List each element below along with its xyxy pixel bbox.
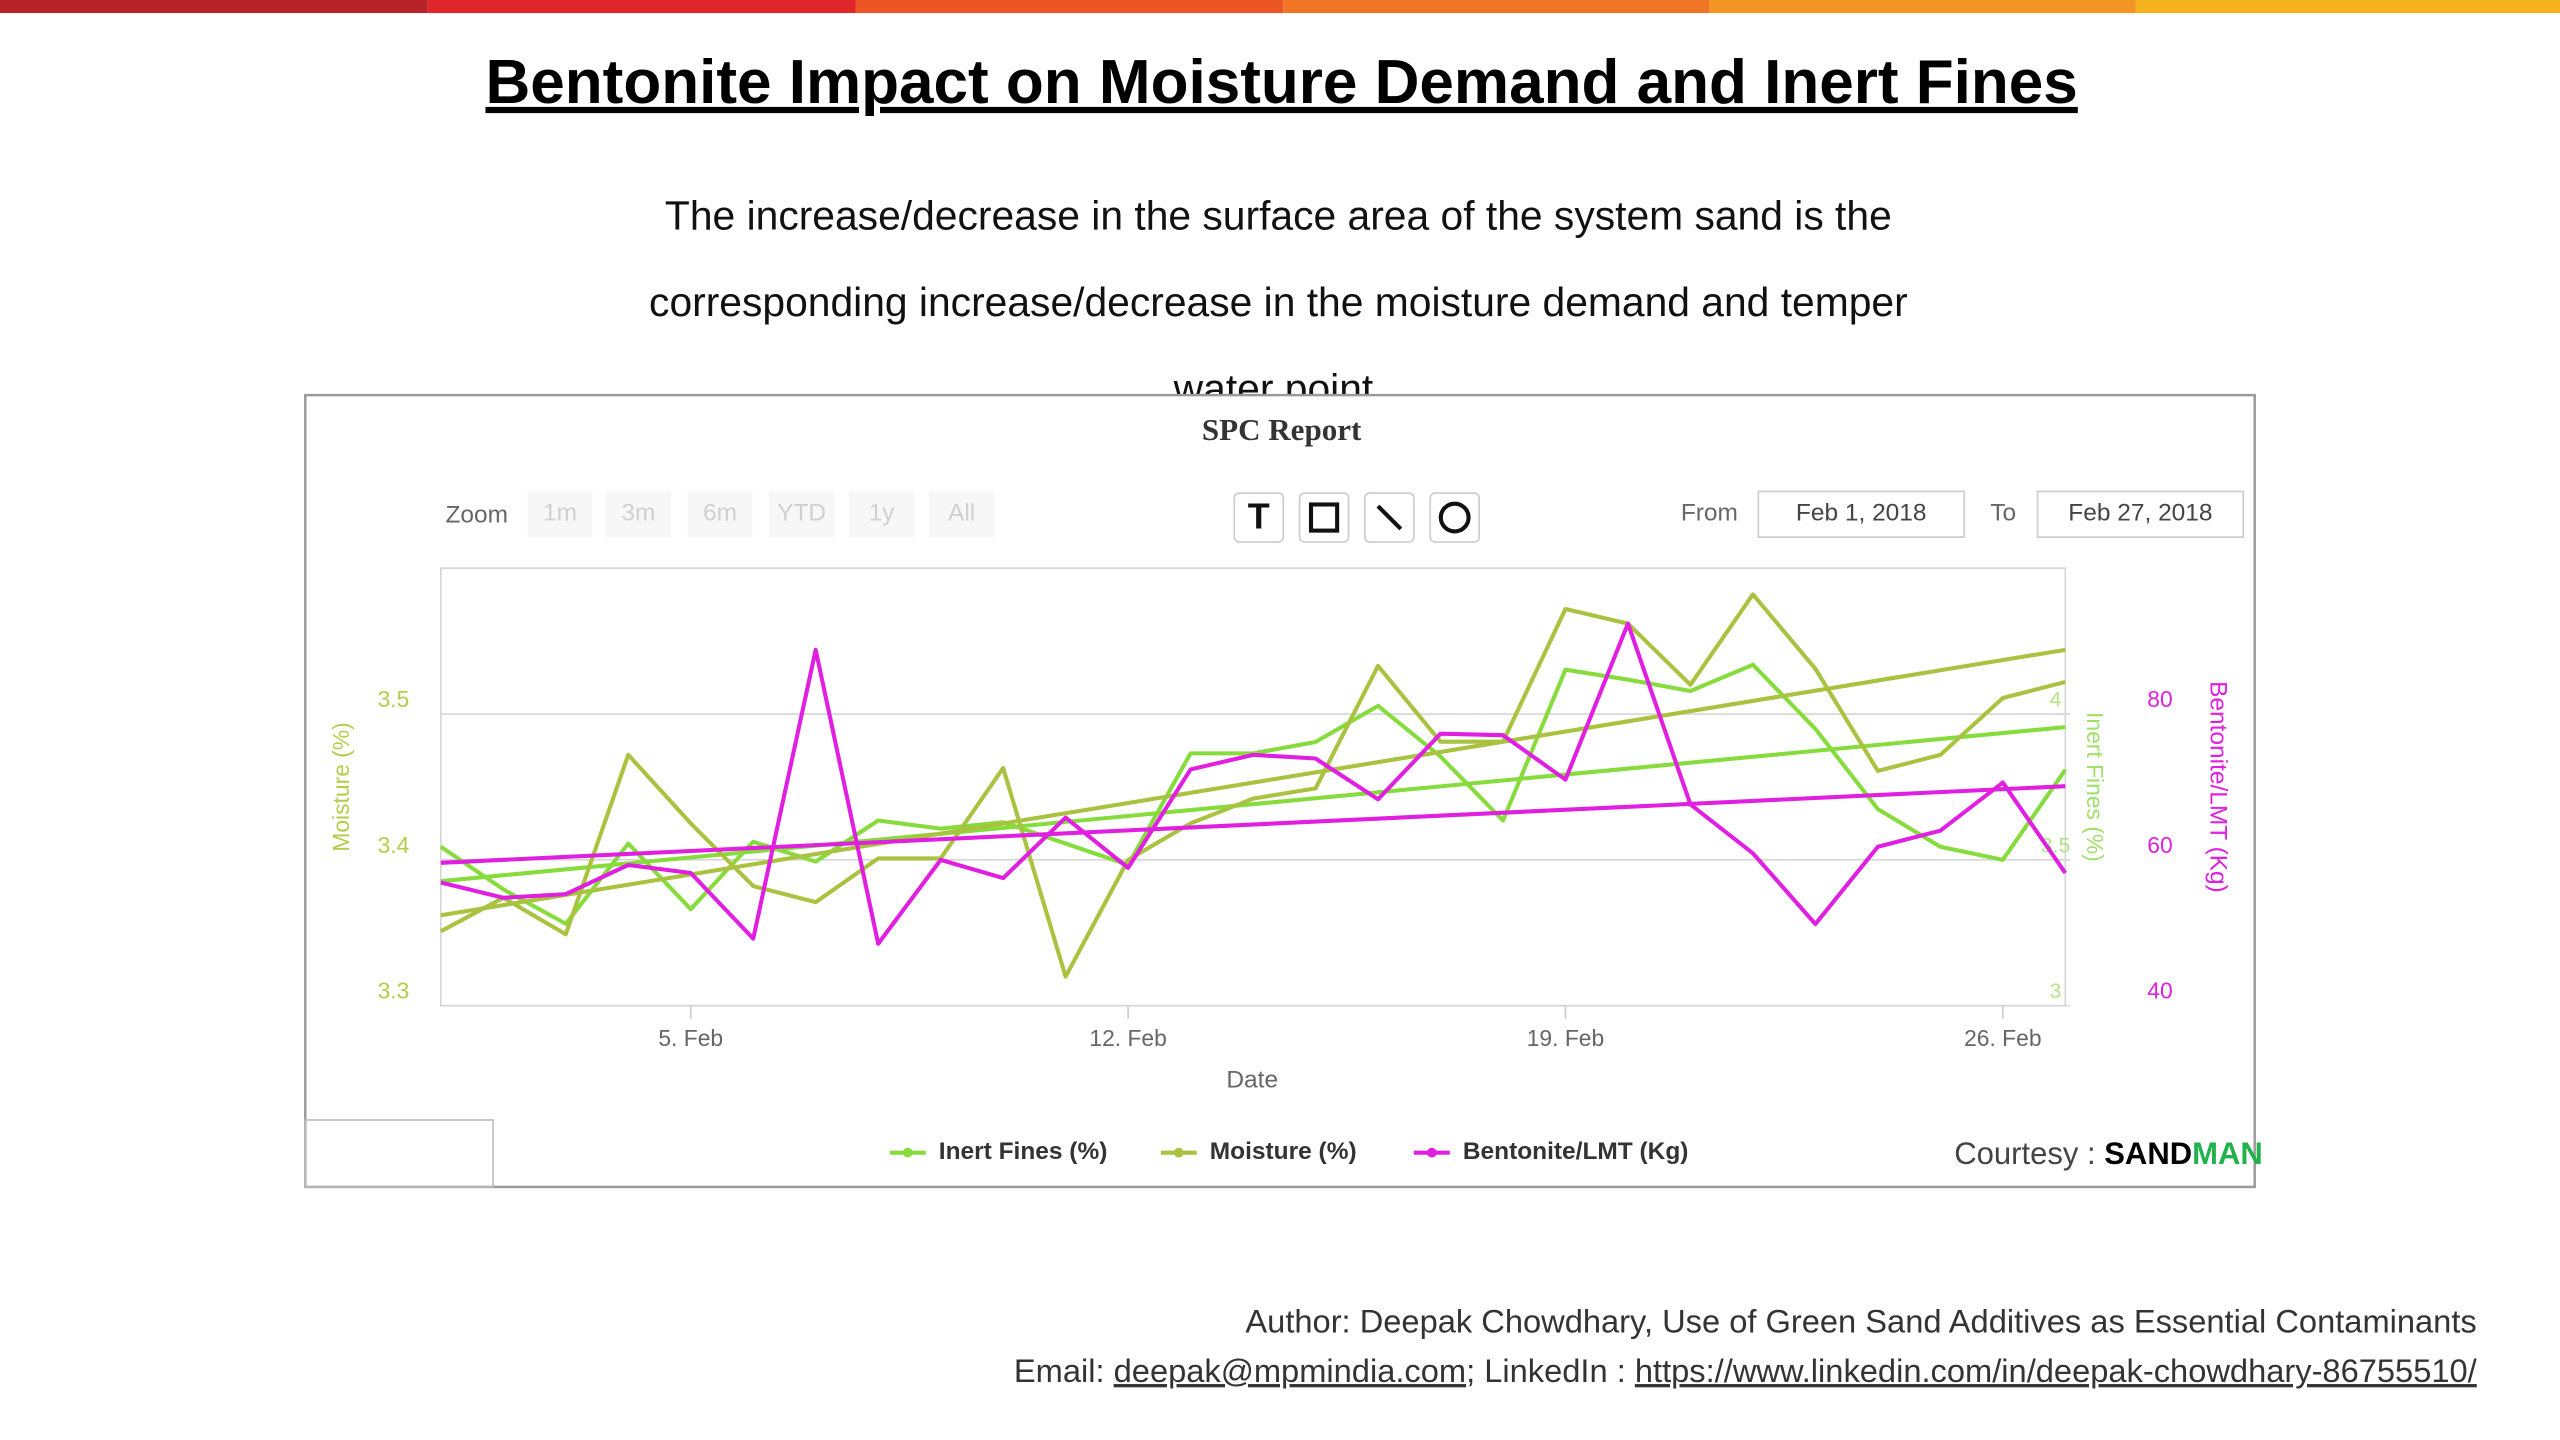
x-tick-label: 26. Feb — [1964, 1025, 2041, 1051]
zoom-button-label: YTD — [777, 500, 826, 527]
y2-tick-label: 60 — [2147, 832, 2172, 858]
tool-icon — [1308, 502, 1340, 533]
courtesy-label: Courtesy : — [1954, 1136, 2104, 1171]
color-bar — [1283, 0, 1710, 14]
footer-contact: Email: deepak@mpmindia.com; LinkedIn : h… — [1014, 1352, 2478, 1389]
chart: SPC Report Zoom T From Feb 1, 2018 To Fe… — [304, 393, 2256, 1189]
zoom-button — [687, 491, 753, 538]
email: deepak@mpmindia.com — [1114, 1352, 1466, 1389]
email-label: Email: — [1014, 1352, 1114, 1389]
y-axis-title: Moisture (%) — [328, 722, 354, 851]
slide-title: Bentonite Impact on Moisture Demand and … — [485, 48, 2077, 117]
y2-tick-label: 80 — [2147, 686, 2172, 712]
tool-icon: T — [1248, 496, 1270, 537]
color-bar — [855, 0, 1284, 14]
tool-button — [1429, 492, 1480, 543]
series-line — [439, 592, 2066, 979]
legend-label: Inert Fines (%) — [939, 1138, 1108, 1165]
color-bar — [0, 0, 428, 14]
legend-label: Moisture (%) — [1210, 1138, 1357, 1165]
zoom-button — [527, 491, 593, 538]
from-date: Feb 1, 2018 — [1796, 500, 1927, 527]
y2-axis-title: Bentonite/LMT (Kg) — [2205, 681, 2232, 893]
y3-tick-label: 3 — [2050, 980, 2062, 1003]
y2-tick-label: 40 — [2147, 978, 2172, 1004]
legend-marker — [1173, 1147, 1184, 1158]
date-input — [2036, 490, 2245, 538]
tool-button — [1233, 492, 1285, 543]
trend-line — [440, 784, 2066, 865]
from-label: From — [1681, 500, 1738, 527]
zoom-button-label: 1y — [869, 500, 896, 527]
y-tick-label: 3.5 — [378, 686, 410, 712]
zoom-button-label: All — [948, 500, 975, 527]
zoom-button — [768, 491, 835, 538]
legend-marker — [1426, 1147, 1437, 1158]
trend-line — [440, 725, 2066, 884]
zoom-button — [605, 491, 672, 538]
subtitle: The increase/decrease in the surface are… — [665, 193, 1892, 239]
tool-icon — [1376, 504, 1403, 531]
y-tick-label: 3.4 — [378, 832, 410, 858]
to-label: To — [1990, 500, 2016, 527]
y3-axis-title: Inert Fines (%) — [2082, 712, 2108, 862]
footer-author: Author: Deepak Chowdhary, Use of Green S… — [1245, 1303, 2476, 1340]
zoom-label: Zoom — [445, 501, 508, 528]
color-bar — [1709, 0, 2136, 14]
color-bar — [427, 0, 856, 14]
zoom-button-label: 6m — [703, 500, 737, 527]
courtesy: Courtesy : SANDMAN — [1954, 1136, 2262, 1171]
chart-title: SPC Report — [1202, 412, 1362, 447]
date-input — [1757, 490, 1965, 538]
trend-line — [440, 647, 2066, 918]
y-tick-label: 3.3 — [378, 978, 410, 1004]
panel-box — [304, 1119, 494, 1188]
zoom-button — [848, 491, 915, 538]
y3-tick-label: 4 — [2050, 689, 2062, 712]
zoom-button-label: 3m — [621, 500, 655, 527]
brand: SAND — [2104, 1136, 2192, 1171]
to-date: Feb 27, 2018 — [2068, 500, 2212, 527]
legend-marker — [902, 1147, 913, 1158]
x-tick-label: 5. Feb — [658, 1025, 723, 1051]
zoom-button — [928, 491, 995, 538]
subtitle: corresponding increase/decrease in the m… — [649, 279, 1908, 325]
series-line — [440, 621, 2067, 946]
x-tick-label: 12. Feb — [1089, 1025, 1166, 1051]
tool-icon — [1438, 501, 1471, 534]
x-axis-title: Date — [1226, 1066, 1278, 1093]
zoom-button-label: 1m — [543, 500, 577, 527]
tool-button — [1298, 492, 1350, 543]
legend-label: Bentonite/LMT (Kg) — [1463, 1138, 1689, 1165]
x-tick-label: 19. Feb — [1527, 1025, 1604, 1051]
linkedin-url: https://www.linkedin.com/in/deepak-chowd… — [1635, 1352, 2478, 1389]
tools: T — [1233, 492, 1480, 543]
linkedin-label: ; LinkedIn : — [1466, 1352, 1635, 1389]
color-bar — [2135, 0, 2560, 14]
brand: MAN — [2192, 1136, 2263, 1171]
